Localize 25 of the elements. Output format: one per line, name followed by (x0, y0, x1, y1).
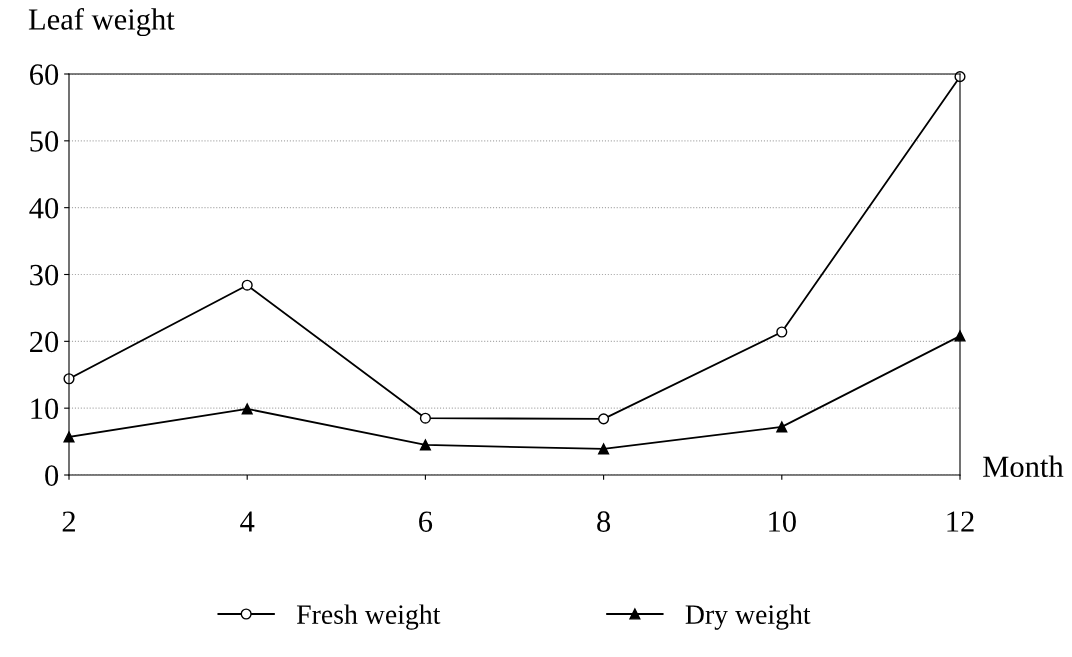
legend-label: Dry weight (685, 604, 811, 630)
point (419, 439, 431, 451)
x-tick-label: 8 (597, 511, 611, 532)
x-tick-label: 2 (62, 511, 75, 532)
x-axis-title: Month (983, 455, 1064, 478)
point (419, 412, 431, 424)
point (776, 421, 788, 433)
point (598, 443, 610, 455)
y-tick-label: 50 (30, 131, 59, 152)
y-tick-label: 20 (30, 331, 59, 353)
legend-label: Fresh weight (296, 604, 441, 630)
point (598, 413, 610, 425)
y-axis-title: Leaf weight (28, 7, 175, 37)
y-tick-label: 60 (30, 64, 59, 85)
point (776, 326, 788, 338)
y-tick-label: 10 (31, 398, 59, 420)
x-tick-label: 6 (419, 511, 433, 532)
y-tick-label: 40 (29, 197, 59, 219)
x-tick-label: 10 (769, 511, 796, 532)
x-tick-label: 4 (240, 511, 255, 532)
x-tick-label: 12 (947, 511, 974, 532)
point (241, 279, 253, 291)
y-tick-label: 0 (45, 465, 59, 486)
point (241, 403, 253, 415)
y-tick-label: 30 (30, 264, 59, 286)
